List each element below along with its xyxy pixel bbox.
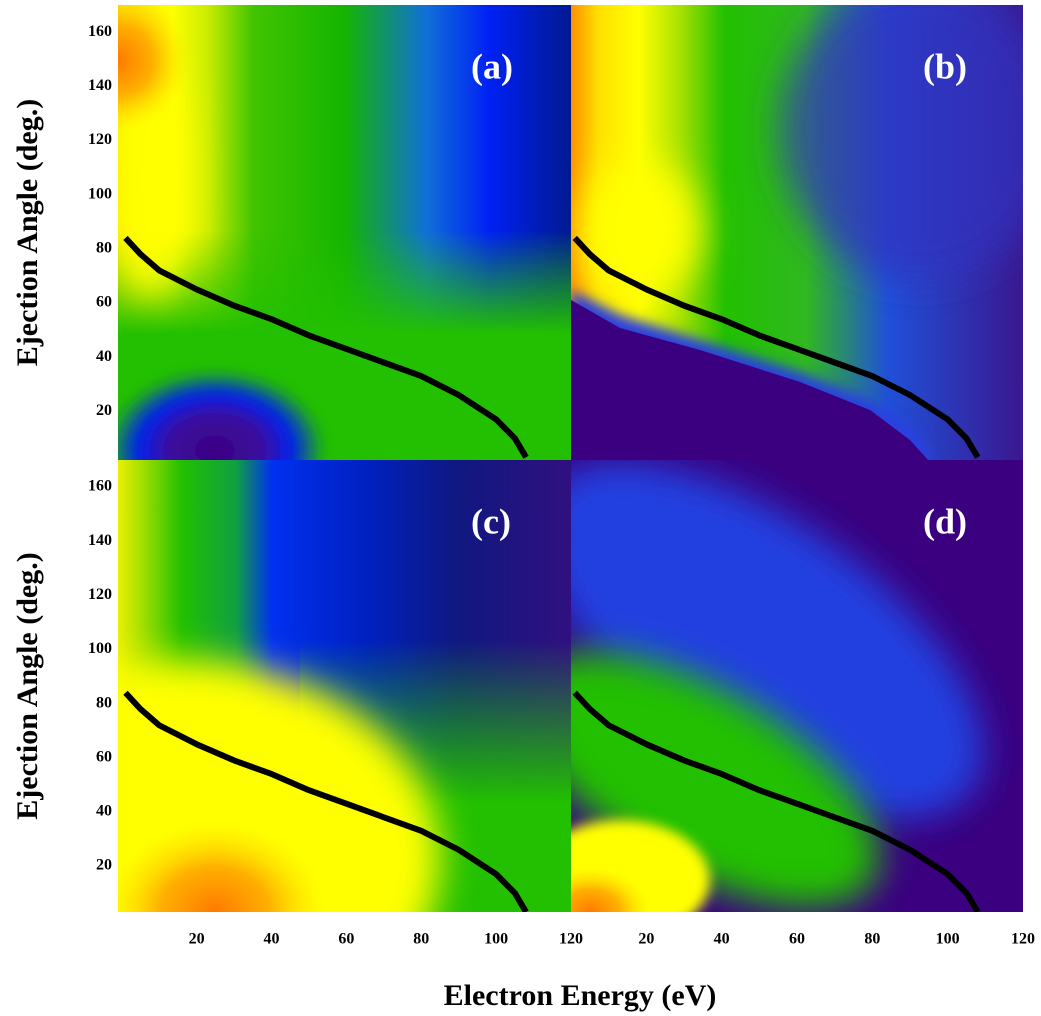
panel-label: (a) [471, 46, 513, 86]
x-tick-label: 80 [413, 931, 429, 948]
y-tick-label: 160 [88, 23, 112, 40]
y-tick-label: 80 [96, 239, 112, 256]
y-tick-label: 100 [88, 640, 112, 657]
panel-label: (c) [471, 501, 511, 541]
panel-label: (b) [923, 46, 967, 86]
panel-c-field [118, 460, 571, 912]
y-tick-label: 80 [96, 694, 112, 711]
threshold-curve [123, 690, 529, 912]
x-axis-label: Electron Energy (eV) [444, 979, 717, 1012]
panel-a-field [118, 5, 571, 460]
x-tick-label: 60 [338, 931, 354, 948]
panel-d-field [571, 460, 1023, 912]
x-tick-label: 40 [263, 931, 279, 948]
x-tick-label: 120 [559, 931, 583, 948]
x-tick-label: 20 [189, 931, 205, 948]
x-tick-label: 100 [484, 931, 508, 948]
panel-label: (d) [923, 501, 967, 541]
threshold-curve [572, 235, 981, 459]
x-tick-label: 60 [789, 931, 805, 948]
y-tick-label: 40 [96, 803, 112, 820]
y-tick-label: 40 [96, 348, 112, 365]
y-tick-label: 20 [96, 857, 112, 874]
threshold-curve [572, 690, 981, 912]
panel-b-field [571, 5, 1023, 460]
y-tick-label: 20 [96, 402, 112, 419]
y-tick-label: 120 [88, 586, 112, 603]
y-tick-label: 120 [88, 131, 112, 148]
y-tick-label: 60 [96, 294, 112, 311]
y-tick-label: 140 [88, 532, 112, 549]
y-tick-label: 100 [88, 185, 112, 202]
y-tick-label: 60 [96, 748, 112, 765]
y-axis-label: Ejection Angle (deg.) [11, 99, 44, 366]
y-tick-label: 140 [88, 77, 112, 94]
x-tick-label: 80 [864, 931, 880, 948]
x-tick-label: 100 [936, 931, 960, 948]
x-tick-label: 40 [714, 931, 730, 948]
x-tick-label: 20 [638, 931, 654, 948]
y-tick-label: 160 [88, 478, 112, 495]
threshold-curve [123, 235, 529, 459]
y-axis-label: Ejection Angle (deg.) [11, 552, 44, 819]
x-tick-label: 120 [1011, 931, 1035, 948]
